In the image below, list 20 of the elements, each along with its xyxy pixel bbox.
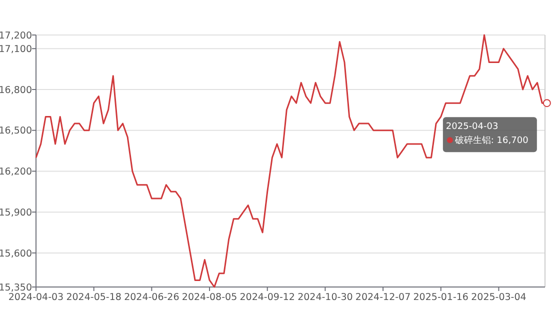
- x-tick-label: 2024-06-26: [124, 292, 180, 303]
- y-tick-label: 17,200: [0, 30, 32, 42]
- y-tick-label: 15,350: [0, 282, 32, 294]
- legend-label: 破碎生铝: [454, 135, 491, 146]
- x-tick-label: 2024-05-18: [66, 292, 122, 303]
- x-tick-label: 2025-01-16: [413, 292, 468, 303]
- x-tick-label: 2024-09-12: [240, 292, 295, 303]
- y-tick-label: 15,600: [0, 248, 32, 260]
- y-tick-label: 15,900: [0, 207, 32, 218]
- x-tick-label: 2024-10-30: [298, 292, 353, 303]
- x-tick-label: 2025-03-04: [471, 292, 526, 303]
- y-tick-label: 16,200: [0, 166, 32, 178]
- x-tick-label: 2024-12-07: [355, 292, 411, 303]
- y-tick-label: 16,800: [0, 84, 32, 96]
- x-tick-label: 2024-08-05: [182, 292, 238, 303]
- annotation: 2025-04-03: [446, 122, 498, 132]
- x-tick-label: 2024-04-03: [8, 292, 64, 303]
- annotation: : 16,700: [490, 136, 529, 146]
- y-tick-label: 16,500: [0, 126, 32, 137]
- y-tick-label: 17,100: [0, 44, 32, 55]
